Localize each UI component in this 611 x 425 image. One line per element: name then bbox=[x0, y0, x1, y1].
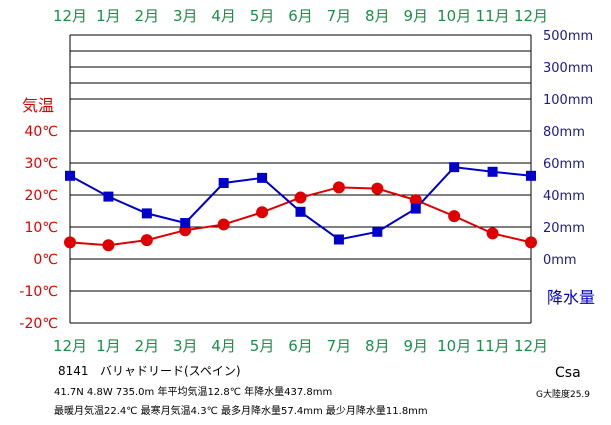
temperature-point bbox=[140, 234, 153, 247]
month-label-bottom: 1月 bbox=[96, 337, 121, 355]
temperature-point bbox=[525, 236, 537, 249]
month-label-bottom: 5月 bbox=[250, 337, 275, 355]
temperature-point bbox=[256, 206, 269, 219]
temperature-point bbox=[448, 210, 461, 223]
station-title: 8141 バリャドリード(スペイン) bbox=[58, 362, 241, 379]
precipitation-point bbox=[65, 170, 75, 181]
month-label-top: 8月 bbox=[365, 7, 390, 25]
month-label-bottom: 7月 bbox=[327, 337, 352, 355]
month-label-bottom: 11月 bbox=[476, 337, 510, 355]
month-labels-bottom: 12月 1月 2月 3月 4月 5月 6月 7月 8月 9月 10月 11月 12月 bbox=[53, 337, 548, 355]
station-stats-2: 最暖月気温22.4℃ 最寒月気温4.3℃ 最多月降水量57.4mm 最少月降水量… bbox=[54, 406, 428, 417]
temperature-tick-label: -10℃ bbox=[19, 284, 58, 300]
month-label-bottom: 10月 bbox=[437, 337, 471, 355]
precipitation-tick-label: 60mm bbox=[543, 157, 585, 172]
month-label-top: 5月 bbox=[250, 7, 275, 25]
month-label-bottom: 4月 bbox=[211, 337, 236, 355]
month-label-top: 1月 bbox=[96, 7, 121, 25]
precipitation-point bbox=[487, 166, 498, 177]
month-label-top: 4月 bbox=[211, 7, 236, 25]
grid-lines bbox=[69, 34, 532, 324]
temperature-point bbox=[64, 236, 76, 249]
temperature-axis-title: 気温 bbox=[22, 96, 54, 115]
precipitation-tick-label: 80mm bbox=[543, 125, 585, 140]
month-label-bottom: 8月 bbox=[365, 337, 390, 355]
precipitation-point bbox=[218, 178, 229, 188]
precipitation-point bbox=[103, 191, 114, 202]
precipitation-point bbox=[526, 170, 536, 181]
precipitation-point bbox=[141, 208, 152, 219]
precipitation-tick-label: 20mm bbox=[543, 221, 585, 236]
month-label-top: 10月 bbox=[437, 7, 471, 25]
continentality-label: G大陸度25.9 bbox=[536, 390, 591, 400]
month-label-bottom: 6月 bbox=[288, 337, 313, 355]
precipitation-tick-label: 40mm bbox=[543, 189, 585, 204]
precipitation-tick-label: 500mm bbox=[543, 29, 593, 44]
temperature-axis-ticks: 40℃ 30℃ 20℃ 10℃ 0℃ -10℃ -20℃ bbox=[19, 124, 58, 332]
station-stats-1: 41.7N 4.8W 735.0m 年平均気温12.8℃ 年降水量437.8mm bbox=[54, 387, 333, 398]
month-label-top: 9月 bbox=[403, 7, 428, 25]
temperature-tick-label: -20℃ bbox=[19, 316, 58, 332]
temperature-point bbox=[332, 181, 345, 194]
precipitation-tick-label: 300mm bbox=[543, 61, 593, 76]
temperature-point bbox=[217, 218, 230, 231]
precipitation-axis-title: 降水量 bbox=[547, 288, 595, 307]
temperature-point bbox=[102, 239, 115, 252]
precipitation-point bbox=[180, 218, 191, 228]
precipitation-axis-ticks: 0mm 20mm 40mm 60mm 80mm 100mm 300mm 500mm bbox=[543, 29, 593, 268]
precipitation-tick-label: 100mm bbox=[543, 93, 593, 108]
month-label-bottom: 12月 bbox=[514, 337, 548, 355]
month-label-bottom: 2月 bbox=[135, 337, 160, 355]
temperature-tick-label: 10℃ bbox=[24, 220, 58, 236]
month-label-top: 7月 bbox=[327, 7, 352, 25]
month-label-top: 12月 bbox=[514, 7, 548, 25]
month-label-top: 11月 bbox=[476, 7, 510, 25]
temperature-tick-label: 20℃ bbox=[24, 188, 58, 204]
temperature-point bbox=[294, 191, 307, 204]
precipitation-point bbox=[372, 226, 383, 237]
precipitation-point bbox=[257, 172, 268, 183]
month-label-bottom: 3月 bbox=[173, 337, 198, 355]
temperature-point bbox=[409, 194, 422, 207]
month-label-top: 3月 bbox=[173, 7, 198, 25]
precipitation-point bbox=[295, 206, 306, 217]
climate-classification: Csa bbox=[555, 365, 581, 381]
temperature-tick-label: 0℃ bbox=[33, 252, 58, 268]
station-name: バリャドリード(スペイン) bbox=[100, 364, 241, 378]
temperature-point bbox=[371, 182, 384, 195]
station-id: 8141 bbox=[58, 364, 89, 378]
precipitation-point bbox=[333, 234, 344, 245]
precipitation-point bbox=[449, 162, 460, 173]
series-markers bbox=[64, 162, 537, 252]
month-label-top: 12月 bbox=[53, 7, 87, 25]
temperature-point bbox=[486, 227, 499, 240]
month-label-top: 2月 bbox=[135, 7, 160, 25]
month-label-top: 6月 bbox=[288, 7, 313, 25]
precipitation-tick-label: 0mm bbox=[543, 253, 577, 268]
month-labels-top: 12月 1月 2月 3月 4月 5月 6月 7月 8月 9月 10月 11月 12月 bbox=[53, 7, 548, 25]
month-label-bottom: 9月 bbox=[403, 337, 428, 355]
temperature-tick-label: 30℃ bbox=[24, 156, 58, 172]
precipitation-point bbox=[410, 203, 421, 214]
month-label-bottom: 12月 bbox=[53, 337, 87, 355]
series-lines bbox=[69, 166, 532, 247]
temperature-tick-label: 40℃ bbox=[24, 124, 58, 140]
